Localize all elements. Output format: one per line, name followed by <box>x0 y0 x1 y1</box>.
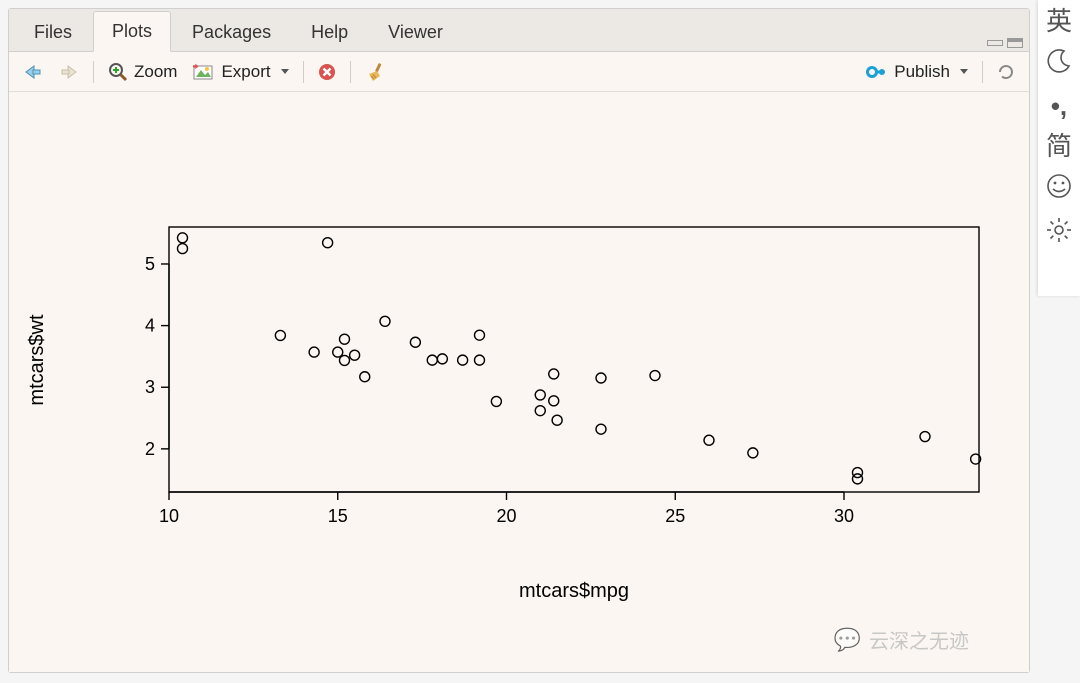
svg-text:mtcars$wt: mtcars$wt <box>26 314 48 406</box>
ime-sidebar: 英 •, 简 <box>1038 0 1080 296</box>
svg-text:30: 30 <box>834 506 854 526</box>
svg-text:5: 5 <box>145 254 155 274</box>
svg-text:20: 20 <box>496 506 516 526</box>
prev-plot-button[interactable] <box>17 61 49 83</box>
ime-settings-button[interactable] <box>1046 217 1072 247</box>
svg-text:4: 4 <box>145 316 155 336</box>
chevron-down-icon <box>281 69 289 74</box>
tab-packages[interactable]: Packages <box>173 12 290 52</box>
gear-icon <box>1046 217 1072 243</box>
refresh-button[interactable] <box>991 60 1021 84</box>
tab-plots[interactable]: Plots <box>93 11 171 52</box>
zoom-label: Zoom <box>134 62 177 82</box>
arrow-left-icon <box>23 64 43 80</box>
svg-text:25: 25 <box>665 506 685 526</box>
svg-text:2: 2 <box>145 439 155 459</box>
maximize-pane-icon[interactable] <box>1007 38 1023 48</box>
broom-icon <box>365 62 385 82</box>
svg-text:3: 3 <box>145 377 155 397</box>
minimize-pane-icon[interactable] <box>987 40 1003 46</box>
smiley-icon <box>1046 173 1072 199</box>
export-label: Export <box>221 62 270 82</box>
toolbar-separator <box>982 61 983 83</box>
panel-tabs: Files Plots Packages Help Viewer <box>9 9 1029 52</box>
export-button[interactable]: Export <box>187 59 294 85</box>
moon-icon <box>1046 48 1072 74</box>
ime-charset-toggle[interactable]: 简 <box>1046 133 1072 159</box>
tab-help[interactable]: Help <box>292 12 367 52</box>
clear-all-button[interactable] <box>359 59 391 85</box>
ime-moon-icon[interactable] <box>1046 48 1072 79</box>
plot-area: 10152025302345mtcars$mpgmtcars$wt 💬 云深之无… <box>9 92 1029 672</box>
tab-files[interactable]: Files <box>15 12 91 52</box>
next-plot-button[interactable] <box>53 61 85 83</box>
ime-punct-toggle[interactable]: •, <box>1051 93 1067 119</box>
plots-panel: Files Plots Packages Help Viewer Zoom Ex… <box>8 8 1030 673</box>
zoom-button[interactable]: Zoom <box>102 59 183 85</box>
svg-text:10: 10 <box>159 506 179 526</box>
arrow-right-icon <box>59 64 79 80</box>
export-icon <box>193 63 215 81</box>
publish-icon <box>866 63 888 81</box>
svg-text:mtcars$mpg: mtcars$mpg <box>519 580 629 602</box>
toolbar-separator <box>303 61 304 83</box>
remove-plot-button[interactable] <box>312 60 342 84</box>
ime-lang-toggle[interactable]: 英 <box>1046 8 1072 34</box>
tab-viewer[interactable]: Viewer <box>369 12 462 52</box>
publish-label: Publish <box>894 62 950 82</box>
publish-button[interactable]: Publish <box>860 59 974 85</box>
refresh-icon <box>997 63 1015 81</box>
remove-icon <box>318 63 336 81</box>
toolbar-separator <box>350 61 351 83</box>
toolbar-separator <box>93 61 94 83</box>
scatter-plot: 10 15 20 25 30 2 3 4 5 mtcars$mpg mtcars$wt <box>9 92 1029 672</box>
plots-toolbar: Zoom Export Publish <box>9 52 1029 92</box>
zoom-icon <box>108 62 128 82</box>
chevron-down-icon <box>960 69 968 74</box>
ime-emoji-button[interactable] <box>1046 173 1072 203</box>
svg-text:15: 15 <box>328 506 348 526</box>
